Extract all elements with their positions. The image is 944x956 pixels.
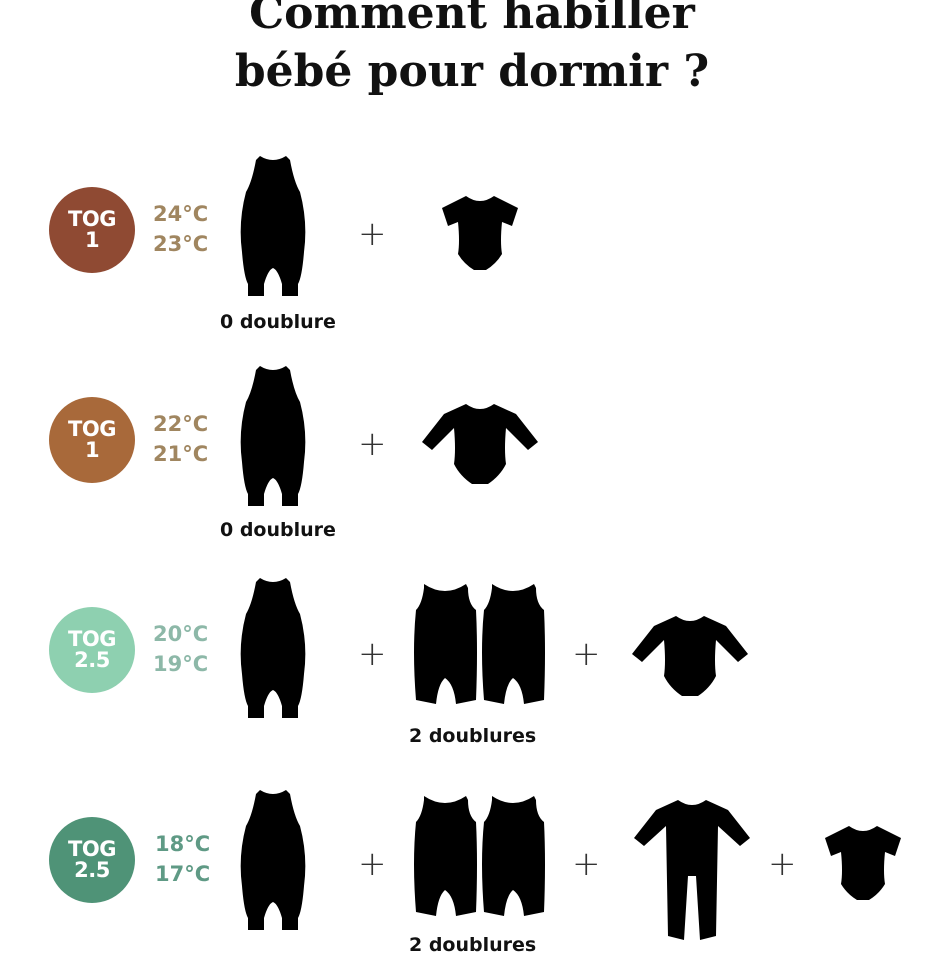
tog-value: 1 xyxy=(84,228,100,252)
footed-pyjama-icon xyxy=(632,796,752,946)
tog-badge: TOG 1 xyxy=(49,397,135,483)
title-line-1: Comment habiller xyxy=(249,0,695,39)
liner-count-label: 2 doublures xyxy=(409,725,537,747)
long-sleeve-bodysuit-icon xyxy=(630,612,750,702)
liner-count-label: 0 doublure xyxy=(220,519,336,541)
tog-badge: TOG 2.5 xyxy=(49,607,135,693)
tog-value: 2.5 xyxy=(74,648,110,672)
temperature-range: 18°C 17°C xyxy=(155,829,210,889)
tog-text: TOG xyxy=(68,627,116,651)
tog-value: 1 xyxy=(84,438,100,462)
sleeping-bag-icon xyxy=(238,574,308,724)
plus-sign: + xyxy=(572,844,601,884)
plus-sign: + xyxy=(358,634,387,674)
tog-value: 2.5 xyxy=(74,858,110,882)
tog-text: TOG xyxy=(68,417,116,441)
temp-low: 19°C xyxy=(153,652,209,676)
temp-high: 20°C xyxy=(153,622,209,646)
liner-count-label: 0 doublure xyxy=(220,311,336,333)
sleeping-bag-icon xyxy=(238,786,308,936)
temp-low: 17°C xyxy=(155,862,211,886)
sleeping-bag-icon xyxy=(238,152,308,302)
temperature-range: 20°C 19°C xyxy=(153,619,208,679)
long-sleeve-bodysuit-icon xyxy=(420,400,540,490)
tog-badge: TOG 1 xyxy=(49,187,135,273)
temp-high: 24°C xyxy=(153,202,209,226)
short-sleeve-bodysuit-icon xyxy=(821,822,905,906)
plus-sign: + xyxy=(768,844,797,884)
plus-sign: + xyxy=(358,424,387,464)
plus-sign: + xyxy=(572,634,601,674)
temp-high: 18°C xyxy=(155,832,211,856)
liner-count-label: 2 doublures xyxy=(409,934,537,956)
temp-high: 22°C xyxy=(153,412,209,436)
short-sleeve-bodysuit-icon xyxy=(438,192,522,276)
temp-low: 21°C xyxy=(153,442,209,466)
plus-sign: + xyxy=(358,214,387,254)
temperature-range: 24°C 23°C xyxy=(153,199,208,259)
plus-sign: + xyxy=(358,844,387,884)
liners-icon xyxy=(414,796,545,916)
temp-low: 23°C xyxy=(153,232,209,256)
temperature-range: 22°C 21°C xyxy=(153,409,208,469)
tog-text: TOG xyxy=(68,207,116,231)
title-line-2: bébé pour dormir ? xyxy=(234,46,710,97)
tog-text: TOG xyxy=(68,837,116,861)
sleeping-bag-icon xyxy=(238,362,308,512)
liners-icon xyxy=(414,584,545,704)
tog-badge: TOG 2.5 xyxy=(49,817,135,903)
